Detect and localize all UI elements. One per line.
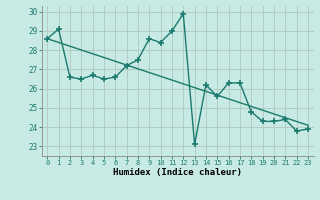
X-axis label: Humidex (Indice chaleur): Humidex (Indice chaleur) <box>113 168 242 177</box>
